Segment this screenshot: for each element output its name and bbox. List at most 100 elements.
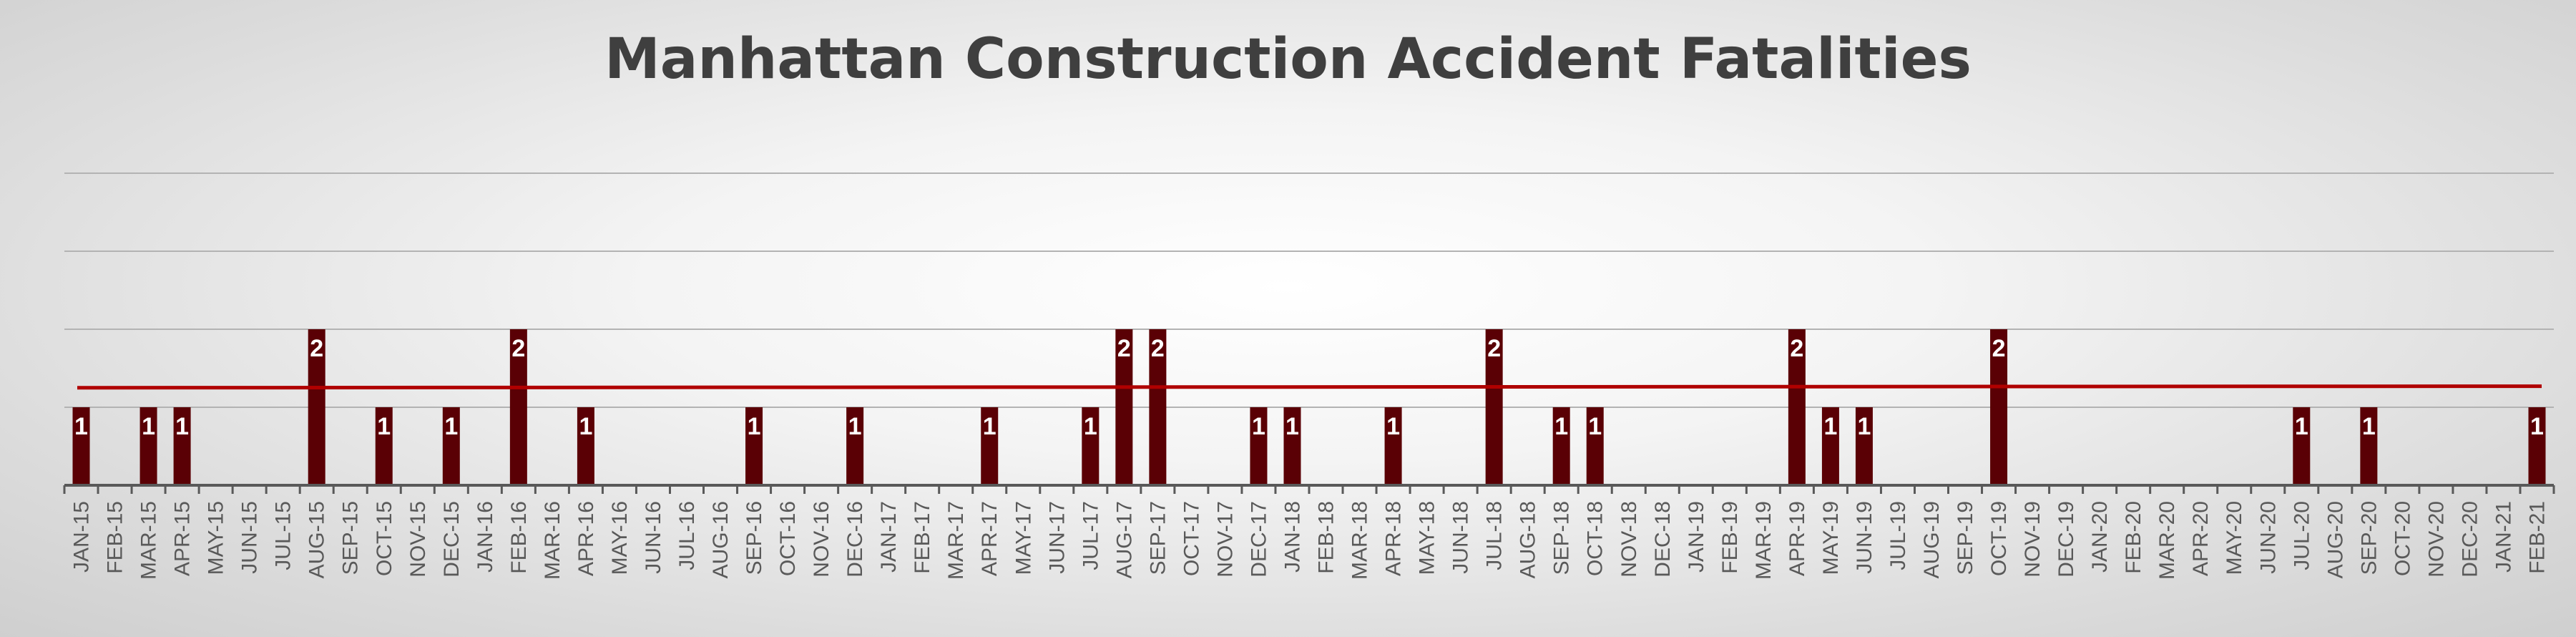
x-axis bbox=[63, 484, 2555, 494]
x-tick-label: NOV-18 bbox=[1617, 501, 1641, 578]
x-tick-label: DEC-15 bbox=[440, 501, 464, 578]
data-label: 1 bbox=[848, 413, 862, 440]
bar bbox=[1990, 329, 2008, 485]
x-tick-label: AUG-19 bbox=[1920, 501, 1944, 578]
x-tick-label: JUL-19 bbox=[1886, 501, 1910, 570]
x-tick-label: NOV-16 bbox=[810, 501, 833, 578]
data-label: 1 bbox=[175, 413, 189, 440]
x-tick-label: JAN-20 bbox=[2088, 501, 2112, 573]
x-tick-label: NOV-20 bbox=[2424, 501, 2448, 578]
x-tick-label: JUN-16 bbox=[642, 501, 665, 574]
bar bbox=[577, 407, 594, 485]
data-label: 2 bbox=[1151, 335, 1165, 362]
data-label: 1 bbox=[1386, 413, 1400, 440]
bar bbox=[1149, 329, 1167, 485]
x-tick-label: AUG-15 bbox=[305, 501, 329, 578]
x-tick-labels: JAN-15 FEB-15 MAR-15 APR-15 MAY-15 JUN-15 JUL-… bbox=[70, 501, 2550, 580]
x-tick-label: OCT-15 bbox=[373, 501, 396, 576]
x-tick-label: FEB-18 bbox=[1315, 501, 1338, 574]
x-tick-label: FEB-16 bbox=[507, 501, 531, 574]
data-label: 2 bbox=[310, 335, 323, 362]
x-tick-label: MAY-20 bbox=[2223, 501, 2246, 575]
x-tick-label: JUL-18 bbox=[1483, 501, 1507, 570]
x-tick-label: JUL-17 bbox=[1079, 501, 1102, 570]
x-tick-label: SEP-15 bbox=[339, 501, 363, 575]
data-label: 1 bbox=[2362, 413, 2376, 440]
bar bbox=[442, 407, 460, 485]
x-tick-label: NOV-17 bbox=[1213, 501, 1237, 578]
bar bbox=[2528, 407, 2546, 485]
x-tick-label: JUN-15 bbox=[238, 501, 262, 574]
data-label: 1 bbox=[444, 413, 458, 440]
bar bbox=[1586, 407, 1604, 485]
data-label: 1 bbox=[1285, 413, 1299, 440]
x-tick-label: JAN-19 bbox=[1685, 501, 1708, 573]
data-labels: 1 1 121 121 1 1 1 12 21 1 121 121 121 1 1 bbox=[74, 335, 2544, 440]
bar bbox=[2293, 407, 2311, 485]
data-label: 1 bbox=[2295, 413, 2308, 440]
bar bbox=[1384, 407, 1402, 485]
x-tick-label: OCT-19 bbox=[1987, 501, 2011, 576]
average-line-group bbox=[77, 384, 2542, 390]
chart-title: Manhattan Construction Accident Fataliti… bbox=[604, 27, 1972, 92]
data-label: 1 bbox=[1084, 413, 1097, 440]
x-tick-label: OCT-20 bbox=[2391, 501, 2414, 576]
data-label: 1 bbox=[2530, 413, 2544, 440]
bar bbox=[1821, 407, 1839, 485]
bar bbox=[139, 407, 157, 485]
bar bbox=[745, 407, 763, 485]
x-tick-label: APR-18 bbox=[1382, 501, 1406, 576]
x-tick-label: DEC-20 bbox=[2458, 501, 2482, 578]
x-tick-label: DEC-16 bbox=[843, 501, 867, 578]
x-tick-label: AUG-18 bbox=[1517, 501, 1540, 578]
bar bbox=[1552, 407, 1570, 485]
x-tick-label: APR-20 bbox=[2189, 501, 2213, 576]
x-tick-label: JAN-15 bbox=[70, 501, 94, 573]
x-tick-label: MAR-16 bbox=[541, 501, 564, 580]
data-label: 1 bbox=[74, 413, 88, 440]
data-label: 2 bbox=[511, 335, 525, 362]
data-label: 1 bbox=[1554, 413, 1568, 440]
bar bbox=[1788, 329, 1806, 485]
data-label: 2 bbox=[1992, 335, 2006, 362]
gridlines bbox=[64, 172, 2554, 408]
x-tick-label: DEC-17 bbox=[1247, 501, 1270, 578]
bar bbox=[1283, 407, 1301, 485]
x-tick-label: JUN-18 bbox=[1449, 501, 1473, 574]
x-tick-label: JAN-18 bbox=[1280, 501, 1304, 573]
bar bbox=[2360, 407, 2378, 485]
x-tick-label: APR-19 bbox=[1786, 501, 1809, 576]
x-tick-label: MAY-19 bbox=[1819, 501, 1843, 575]
data-label: 1 bbox=[142, 413, 155, 440]
x-tick-label: MAY-17 bbox=[1012, 501, 1035, 575]
data-label: 1 bbox=[1823, 413, 1837, 440]
bar bbox=[308, 329, 325, 485]
data-label: 1 bbox=[579, 413, 592, 440]
data-label: 1 bbox=[377, 413, 391, 440]
x-tick-label: JUL-20 bbox=[2290, 501, 2313, 570]
x-tick-label: MAR-19 bbox=[1752, 501, 1776, 580]
bar bbox=[981, 407, 999, 485]
x-tick-label: FEB-15 bbox=[104, 501, 127, 574]
bar bbox=[846, 407, 864, 485]
x-tick-label: APR-15 bbox=[171, 501, 195, 576]
x-tick-label: MAY-15 bbox=[205, 501, 228, 575]
x-tick-label: OCT-16 bbox=[776, 501, 800, 576]
bar bbox=[1082, 407, 1100, 485]
x-tick-label: NOV-19 bbox=[2021, 501, 2044, 578]
x-tick-label: SEP-19 bbox=[1954, 501, 1977, 575]
x-tick-label: MAR-17 bbox=[944, 501, 968, 580]
data-label: 1 bbox=[1588, 413, 1602, 440]
x-tick-label: AUG-16 bbox=[709, 501, 733, 578]
x-tick-label: OCT-18 bbox=[1584, 501, 1607, 576]
x-tick-label: JUL-16 bbox=[675, 501, 699, 570]
x-tick-label: NOV-15 bbox=[406, 501, 430, 578]
x-tick-label: MAR-20 bbox=[2155, 501, 2179, 580]
x-tick-label: JAN-16 bbox=[474, 501, 497, 573]
bar bbox=[1485, 329, 1503, 485]
data-label: 1 bbox=[983, 413, 996, 440]
x-tick-label: FEB-20 bbox=[2122, 501, 2145, 574]
x-tick-label: SEP-18 bbox=[1550, 501, 1574, 575]
bars bbox=[72, 329, 2546, 485]
